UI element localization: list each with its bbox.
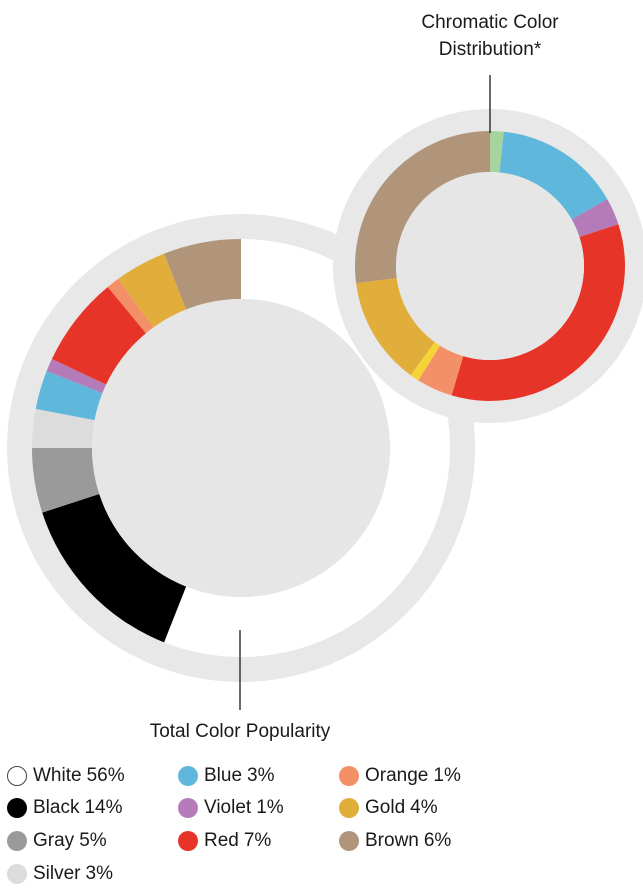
legend-item-silver: Silver 3% xyxy=(7,861,113,887)
chromatic-slice-green xyxy=(490,131,504,173)
legend-value: 4% xyxy=(410,797,438,818)
legend-item-red: Red 7% xyxy=(178,828,271,854)
total-slice-orange xyxy=(107,278,154,334)
chromatic-chart-title: Chromatic Color Distribution* xyxy=(421,12,559,60)
total-slice-brown xyxy=(164,239,241,310)
legend-swatch-blue xyxy=(178,766,198,786)
legend-label: Silver xyxy=(33,863,81,884)
total-slice-violet xyxy=(46,359,107,394)
chromatic-slice-yellow xyxy=(410,342,441,381)
legend-item-gray: Gray 5% xyxy=(7,828,107,854)
legend-value: 1% xyxy=(433,765,461,786)
legend-label: Blue xyxy=(204,765,243,786)
legend-label: Red xyxy=(204,830,239,851)
legend-value: 7% xyxy=(243,830,272,851)
legend-swatch-black xyxy=(7,798,27,818)
total-slice-gray xyxy=(32,448,100,513)
chromatic-slice-violet xyxy=(571,199,619,237)
total-slice-black xyxy=(42,494,187,643)
chromatic-title-line: Chromatic Color xyxy=(421,12,559,33)
legend-item-orange: Orange 1% xyxy=(339,763,461,789)
legend-value: 3% xyxy=(85,863,113,884)
legend-swatch-violet xyxy=(178,798,198,818)
total-slice-gold xyxy=(118,253,187,328)
legend-item-gold: Gold 4% xyxy=(339,795,438,821)
chromatic-slice-red xyxy=(451,224,625,401)
chromatic-slice-brown xyxy=(355,131,490,284)
total-donut-center xyxy=(92,299,390,597)
chromatic-donut-center xyxy=(396,172,584,360)
chromatic-distribution-donut xyxy=(333,109,643,423)
total-chart-title: Total Color Popularity xyxy=(150,721,331,742)
legend-label: Violet xyxy=(204,797,252,818)
legend-value: 5% xyxy=(79,830,107,851)
legend-value: 56% xyxy=(86,765,125,786)
legend-swatch-gray xyxy=(7,831,27,851)
legend-swatch-silver xyxy=(7,864,27,884)
legend-item-white: White 56% xyxy=(7,763,125,789)
chromatic-slice-orange xyxy=(418,345,464,396)
legend-item-violet: Violet 1% xyxy=(178,795,284,821)
legend-label: Brown xyxy=(365,830,419,851)
legend-label: Gold xyxy=(365,797,406,818)
legend-label: Gray xyxy=(33,830,75,851)
legend-swatch-red xyxy=(178,831,198,851)
total-slice-blue xyxy=(35,371,103,421)
legend-value: 14% xyxy=(84,797,123,818)
legend-label: Black xyxy=(33,797,80,818)
legend-swatch-orange xyxy=(339,766,359,786)
chromatic-title-line: Distribution* xyxy=(439,39,542,60)
legend-item-brown: Brown 6% xyxy=(339,828,451,854)
legend-item-blue: Blue 3% xyxy=(178,763,275,789)
legend-label: White xyxy=(33,765,82,786)
legend-value: 1% xyxy=(256,797,284,818)
chromatic-slice-blue xyxy=(499,131,608,220)
legend-item-black: Black 14% xyxy=(7,795,123,821)
legend-swatch-white xyxy=(7,766,27,786)
legend-swatch-brown xyxy=(339,831,359,851)
legend-value: 6% xyxy=(423,830,452,851)
chromatic-slice-gold xyxy=(356,277,435,376)
legend-swatch-gold xyxy=(339,798,359,818)
legend: White 56% Black 14% Gray 5% Silver 3% Blue 3%… xyxy=(0,754,643,891)
total-slice-silver xyxy=(32,408,95,448)
total-slice-red xyxy=(51,286,147,385)
legend-value: 3% xyxy=(247,765,275,786)
legend-label: Orange xyxy=(365,765,429,786)
